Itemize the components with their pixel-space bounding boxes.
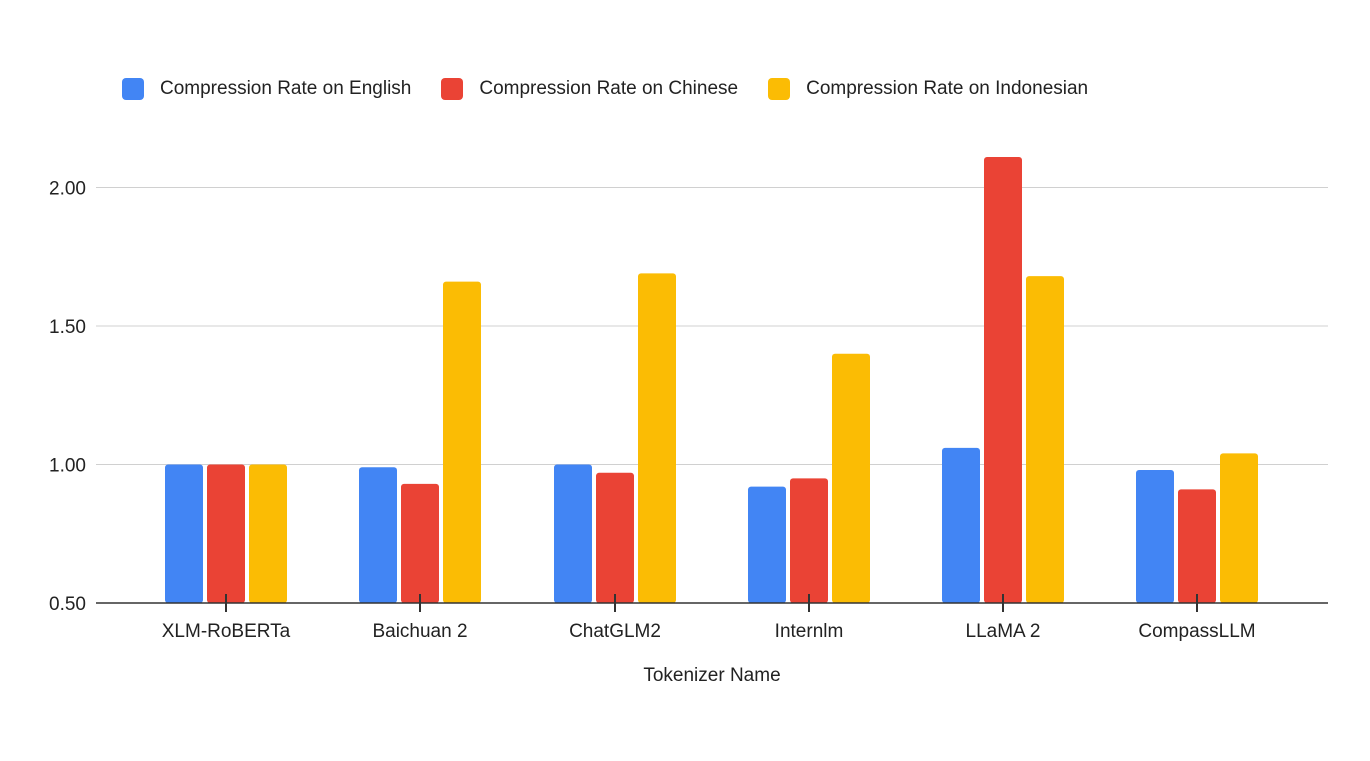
x-axis-label: Tokenizer Name bbox=[643, 665, 780, 686]
x-tick-label: ChatGLM2 bbox=[569, 621, 661, 642]
y-tick-label: 1.50 bbox=[49, 317, 86, 338]
legend-item-indonesian: Compression Rate on Indonesian bbox=[768, 78, 1088, 100]
x-tick-label: LLaMA 2 bbox=[966, 621, 1041, 642]
legend-label-chinese: Compression Rate on Chinese bbox=[479, 78, 739, 99]
legend-label-english: Compression Rate on English bbox=[160, 78, 412, 99]
bar-english bbox=[554, 464, 592, 603]
bars bbox=[165, 157, 1258, 603]
legend-item-english: Compression Rate on English bbox=[122, 78, 411, 100]
bar-chinese bbox=[1178, 489, 1216, 603]
bar-indonesian bbox=[1220, 453, 1258, 603]
x-tick-label: Baichuan 2 bbox=[372, 621, 467, 642]
legend-swatch-english bbox=[122, 78, 144, 100]
gridlines bbox=[96, 187, 1328, 465]
y-axis-ticks: 0.50 1.00 1.50 2.00 bbox=[49, 179, 86, 616]
y-tick-label: 1.00 bbox=[49, 456, 86, 477]
bar-indonesian bbox=[443, 281, 481, 603]
legend-item-chinese: Compression Rate on Chinese bbox=[441, 78, 738, 100]
legend: Compression Rate on English Compression … bbox=[122, 78, 1118, 100]
x-tick-label: CompassLLM bbox=[1138, 621, 1255, 642]
x-tick-label: XLM-RoBERTa bbox=[162, 621, 291, 642]
legend-swatch-indonesian bbox=[768, 78, 791, 100]
bar-chinese bbox=[207, 464, 245, 603]
x-axis-ticks: XLM-RoBERTa Baichuan 2 ChatGLM2 Internlm LLa… bbox=[162, 594, 1256, 642]
legend-label-indonesian: Compression Rate on Indonesian bbox=[806, 78, 1089, 99]
legend-swatch-chinese bbox=[441, 78, 464, 100]
bar-chinese bbox=[984, 157, 1022, 603]
bar-english bbox=[1136, 470, 1174, 603]
bar-english bbox=[165, 464, 203, 603]
bar-indonesian bbox=[638, 273, 676, 603]
y-tick-label: 2.00 bbox=[49, 179, 86, 200]
bar-indonesian bbox=[1026, 276, 1064, 603]
bar-chinese bbox=[596, 472, 634, 603]
bar-english bbox=[942, 447, 980, 603]
y-tick-label: 0.50 bbox=[49, 594, 86, 615]
bar-indonesian bbox=[832, 353, 870, 603]
bar-chinese bbox=[401, 483, 439, 603]
bar-indonesian bbox=[249, 464, 287, 603]
x-tick-label: Internlm bbox=[775, 621, 844, 642]
bar-english bbox=[359, 467, 397, 603]
bar-english bbox=[748, 486, 786, 603]
bar-chinese bbox=[790, 478, 828, 603]
